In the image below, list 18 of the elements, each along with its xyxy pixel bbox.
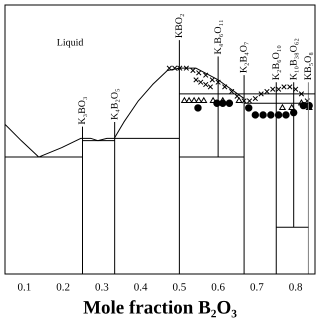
x-tick-label: 0.6: [211, 281, 226, 294]
annotation: Liquid: [56, 37, 84, 48]
annotation: KB₅O₈: [303, 52, 314, 80]
x-tick-label: 0.3: [95, 281, 110, 294]
annotation: K₁₀B₃₈O₆₂: [288, 38, 300, 80]
x-tick-label: 0.1: [18, 281, 32, 294]
annotation: KBO₂: [174, 13, 185, 38]
x-tick-label: 0.5: [172, 281, 187, 294]
annotation: K₂B₄O₇: [238, 42, 250, 74]
x-tick-label: 0.4: [134, 281, 148, 294]
annotation: K₄B₆O₁₁: [212, 19, 224, 54]
x-tick-label: 0.8: [288, 281, 303, 294]
annotation: K₄B₂O₅: [109, 88, 120, 120]
annotation: K₂B₆O₁₀: [270, 44, 282, 80]
x-axis-title: Mole fraction B₂O₃: [83, 298, 238, 319]
x-tick-label: 0.2: [56, 281, 70, 294]
x-tick-label: 0.7: [250, 281, 264, 294]
annotation: K₃BO₃: [77, 96, 88, 125]
